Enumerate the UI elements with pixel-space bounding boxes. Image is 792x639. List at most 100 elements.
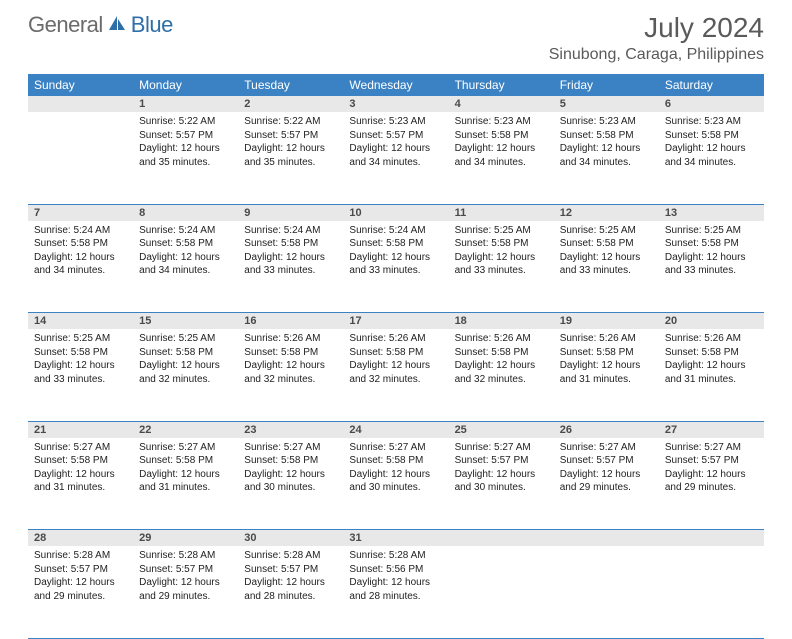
day-number-cell: 19 bbox=[554, 313, 659, 330]
day-number-cell: 27 bbox=[659, 421, 764, 438]
daylight-text: Daylight: 12 hours and 34 minutes. bbox=[455, 142, 548, 169]
sunrise-text: Sunrise: 5:28 AM bbox=[349, 549, 442, 563]
day-content-cell: Sunrise: 5:23 AMSunset: 5:58 PMDaylight:… bbox=[659, 112, 764, 204]
sunrise-text: Sunrise: 5:25 AM bbox=[560, 224, 653, 238]
sunset-text: Sunset: 5:57 PM bbox=[139, 563, 232, 577]
sunset-text: Sunset: 5:58 PM bbox=[244, 454, 337, 468]
day-number-cell: 13 bbox=[659, 204, 764, 221]
day-details: Sunrise: 5:27 AMSunset: 5:58 PMDaylight:… bbox=[28, 438, 133, 501]
day-number-cell bbox=[659, 530, 764, 547]
daylight-text: Daylight: 12 hours and 33 minutes. bbox=[34, 359, 127, 386]
sunrise-text: Sunrise: 5:27 AM bbox=[349, 441, 442, 455]
day-number-cell: 4 bbox=[449, 96, 554, 112]
sunrise-text: Sunrise: 5:24 AM bbox=[34, 224, 127, 238]
day-details: Sunrise: 5:26 AMSunset: 5:58 PMDaylight:… bbox=[659, 329, 764, 392]
sunset-text: Sunset: 5:58 PM bbox=[139, 346, 232, 360]
day-details: Sunrise: 5:24 AMSunset: 5:58 PMDaylight:… bbox=[133, 221, 238, 284]
day-content-cell: Sunrise: 5:27 AMSunset: 5:58 PMDaylight:… bbox=[343, 438, 448, 530]
day-content-cell: Sunrise: 5:28 AMSunset: 5:56 PMDaylight:… bbox=[343, 546, 448, 638]
sunset-text: Sunset: 5:58 PM bbox=[560, 129, 653, 143]
sunset-text: Sunset: 5:57 PM bbox=[455, 454, 548, 468]
day-content-row: Sunrise: 5:25 AMSunset: 5:58 PMDaylight:… bbox=[28, 329, 764, 421]
sunset-text: Sunset: 5:58 PM bbox=[34, 237, 127, 251]
sunset-text: Sunset: 5:58 PM bbox=[560, 346, 653, 360]
sunrise-text: Sunrise: 5:26 AM bbox=[349, 332, 442, 346]
sunset-text: Sunset: 5:57 PM bbox=[244, 129, 337, 143]
title-block: July 2024 Sinubong, Caraga, Philippines bbox=[549, 12, 764, 64]
day-content-cell: Sunrise: 5:23 AMSunset: 5:57 PMDaylight:… bbox=[343, 112, 448, 204]
sunrise-text: Sunrise: 5:27 AM bbox=[455, 441, 548, 455]
day-number-cell: 7 bbox=[28, 204, 133, 221]
sunrise-text: Sunrise: 5:26 AM bbox=[665, 332, 758, 346]
day-content-cell bbox=[659, 546, 764, 638]
sunset-text: Sunset: 5:58 PM bbox=[455, 346, 548, 360]
day-number-cell: 24 bbox=[343, 421, 448, 438]
daylight-text: Daylight: 12 hours and 28 minutes. bbox=[244, 576, 337, 603]
sunset-text: Sunset: 5:58 PM bbox=[349, 346, 442, 360]
day-details: Sunrise: 5:24 AMSunset: 5:58 PMDaylight:… bbox=[343, 221, 448, 284]
day-number-cell: 5 bbox=[554, 96, 659, 112]
day-details: Sunrise: 5:22 AMSunset: 5:57 PMDaylight:… bbox=[238, 112, 343, 175]
sunrise-text: Sunrise: 5:25 AM bbox=[665, 224, 758, 238]
daylight-text: Daylight: 12 hours and 33 minutes. bbox=[349, 251, 442, 278]
day-number-cell: 2 bbox=[238, 96, 343, 112]
day-number-cell: 11 bbox=[449, 204, 554, 221]
sunset-text: Sunset: 5:56 PM bbox=[349, 563, 442, 577]
sunset-text: Sunset: 5:58 PM bbox=[244, 237, 337, 251]
sunset-text: Sunset: 5:58 PM bbox=[34, 346, 127, 360]
day-content-cell: Sunrise: 5:27 AMSunset: 5:57 PMDaylight:… bbox=[449, 438, 554, 530]
day-number-cell: 1 bbox=[133, 96, 238, 112]
day-content-row: Sunrise: 5:27 AMSunset: 5:58 PMDaylight:… bbox=[28, 438, 764, 530]
day-details: Sunrise: 5:24 AMSunset: 5:58 PMDaylight:… bbox=[238, 221, 343, 284]
day-number-cell: 23 bbox=[238, 421, 343, 438]
daylight-text: Daylight: 12 hours and 35 minutes. bbox=[139, 142, 232, 169]
location: Sinubong, Caraga, Philippines bbox=[549, 46, 764, 64]
day-header: Monday bbox=[133, 74, 238, 96]
sunrise-text: Sunrise: 5:22 AM bbox=[139, 115, 232, 129]
day-number-cell: 31 bbox=[343, 530, 448, 547]
sunrise-text: Sunrise: 5:27 AM bbox=[139, 441, 232, 455]
day-content-cell: Sunrise: 5:22 AMSunset: 5:57 PMDaylight:… bbox=[133, 112, 238, 204]
daylight-text: Daylight: 12 hours and 35 minutes. bbox=[244, 142, 337, 169]
daylight-text: Daylight: 12 hours and 30 minutes. bbox=[455, 468, 548, 495]
day-number-cell: 29 bbox=[133, 530, 238, 547]
sunset-text: Sunset: 5:58 PM bbox=[34, 454, 127, 468]
day-content-cell bbox=[554, 546, 659, 638]
day-content-row: Sunrise: 5:28 AMSunset: 5:57 PMDaylight:… bbox=[28, 546, 764, 638]
day-content-cell: Sunrise: 5:26 AMSunset: 5:58 PMDaylight:… bbox=[659, 329, 764, 421]
daylight-text: Daylight: 12 hours and 29 minutes. bbox=[560, 468, 653, 495]
daylight-text: Daylight: 12 hours and 29 minutes. bbox=[139, 576, 232, 603]
day-number-row: 123456 bbox=[28, 96, 764, 112]
sail-icon bbox=[107, 14, 127, 37]
day-content-cell: Sunrise: 5:26 AMSunset: 5:58 PMDaylight:… bbox=[238, 329, 343, 421]
day-details: Sunrise: 5:25 AMSunset: 5:58 PMDaylight:… bbox=[133, 329, 238, 392]
day-number-cell: 20 bbox=[659, 313, 764, 330]
sunset-text: Sunset: 5:58 PM bbox=[139, 454, 232, 468]
day-details: Sunrise: 5:26 AMSunset: 5:58 PMDaylight:… bbox=[343, 329, 448, 392]
sunrise-text: Sunrise: 5:23 AM bbox=[455, 115, 548, 129]
sunrise-text: Sunrise: 5:24 AM bbox=[244, 224, 337, 238]
day-header: Tuesday bbox=[238, 74, 343, 96]
sunrise-text: Sunrise: 5:23 AM bbox=[349, 115, 442, 129]
daylight-text: Daylight: 12 hours and 30 minutes. bbox=[349, 468, 442, 495]
day-content-cell: Sunrise: 5:23 AMSunset: 5:58 PMDaylight:… bbox=[449, 112, 554, 204]
sunrise-text: Sunrise: 5:22 AM bbox=[244, 115, 337, 129]
day-content-cell: Sunrise: 5:27 AMSunset: 5:58 PMDaylight:… bbox=[133, 438, 238, 530]
daylight-text: Daylight: 12 hours and 34 minutes. bbox=[665, 142, 758, 169]
day-number-cell: 30 bbox=[238, 530, 343, 547]
sunrise-text: Sunrise: 5:23 AM bbox=[560, 115, 653, 129]
sunset-text: Sunset: 5:57 PM bbox=[244, 563, 337, 577]
day-number-cell: 22 bbox=[133, 421, 238, 438]
day-content-cell: Sunrise: 5:25 AMSunset: 5:58 PMDaylight:… bbox=[28, 329, 133, 421]
day-number-cell bbox=[554, 530, 659, 547]
daylight-text: Daylight: 12 hours and 34 minutes. bbox=[34, 251, 127, 278]
daylight-text: Daylight: 12 hours and 32 minutes. bbox=[349, 359, 442, 386]
day-content-cell: Sunrise: 5:27 AMSunset: 5:57 PMDaylight:… bbox=[659, 438, 764, 530]
daylight-text: Daylight: 12 hours and 30 minutes. bbox=[244, 468, 337, 495]
day-number-cell: 12 bbox=[554, 204, 659, 221]
header: General Blue July 2024 Sinubong, Caraga,… bbox=[0, 0, 792, 68]
daylight-text: Daylight: 12 hours and 28 minutes. bbox=[349, 576, 442, 603]
daylight-text: Daylight: 12 hours and 31 minutes. bbox=[139, 468, 232, 495]
sunrise-text: Sunrise: 5:28 AM bbox=[34, 549, 127, 563]
daylight-text: Daylight: 12 hours and 32 minutes. bbox=[455, 359, 548, 386]
